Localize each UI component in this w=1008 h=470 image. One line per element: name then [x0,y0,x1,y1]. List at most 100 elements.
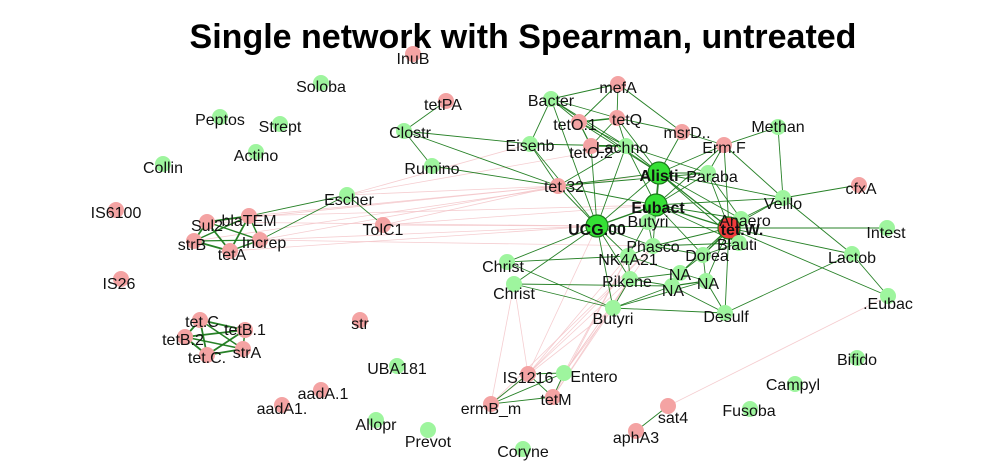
node-label-ermBm: ermB_m [461,401,521,418]
node-tetW [717,216,741,240]
node-label-Alisti: Alisti [639,168,678,185]
node-label-Escher: Escher [324,192,374,209]
node-label-Veillo: Veillo [764,196,802,213]
node-label-Lachno: Lachno [596,140,649,157]
edge-sat4-Eubac2 [667,295,889,407]
edge-IS1216-NK4A21 [527,255,629,375]
node-label-IS1216: IS1216 [503,370,554,387]
node-NA3 [664,278,680,294]
edge-NA3-Desulf [671,285,726,314]
edge-Escher-blaTEM [248,194,348,217]
node-NK4A21 [620,248,636,264]
node-Christ2 [506,276,522,292]
node-ErmF [716,137,732,153]
edge-ermBm-Christ2 [490,283,515,405]
node-Eubact [644,193,668,217]
node-label-UCG00: UCG.00 [568,222,626,239]
edge-tetW-Phasco [652,227,730,247]
node-strA [235,341,251,357]
edge-TolC1-UCG00 [382,224,598,227]
node-label-Rumino: Rumino [404,161,459,178]
edge-Increp-tet32 [259,185,559,241]
edge-Alisti-ErmF [658,144,725,174]
edge-UCG00-Butyri2 [596,225,614,309]
node-Collin [155,156,171,172]
node-label-IS26: IS26 [103,276,136,293]
node-Bacter [543,91,559,107]
node-Fusoba [742,401,758,417]
node-label-sat4: sat4 [658,410,688,427]
edge-Veillo-Methan [777,126,784,199]
edge-Butyri2-Desulf [612,307,726,314]
node-label-Soloba: Soloba [296,79,346,96]
node-IS1216 [520,366,536,382]
node-label-Christ1: Christ [482,259,524,276]
node-Butyri1 [640,214,656,230]
edge-Phasco-Dorea [652,245,704,256]
node-label-blaTEM: blaTEM [221,213,276,230]
edge-Sul2-Increp [206,221,261,241]
node-strB [186,233,202,249]
node-label-Entero: Entero [570,369,617,386]
node-Clostr [396,123,412,139]
edge-tetB1-tetB2 [184,329,246,338]
node-Rumino [424,158,440,174]
edge-msrD-tetQ [616,117,683,133]
node-UBA181 [389,358,405,374]
node-label-tetA: tetA [218,247,247,264]
node-label-Eubac2: .Eubac [863,296,913,313]
node-tetC2 [199,347,215,363]
edge-UCG00-Christ1 [506,225,598,263]
node-tetO2 [583,138,599,154]
node-Sul2 [199,214,215,230]
node-Actino [248,144,264,160]
node-Phasco [645,238,661,254]
node-tetC1 [192,312,208,328]
node-Coryne [515,441,531,457]
edge-Paraba-Anaero [707,172,742,220]
node-label-NA1: NA [669,267,692,284]
edge-Entero-ermBm [490,372,565,405]
node-Lactob [844,246,860,262]
node-label-Desulf: Desulf [703,309,749,326]
edge-tet32-Paraba [557,172,709,187]
edge-Clostr-tet32 [403,130,559,187]
edge-Bacter-Lachno [550,98,627,147]
node-UCG00 [585,214,609,238]
node-tetPA [438,93,454,109]
edge-tetW-Desulf [724,227,730,314]
node-IS26 [113,271,129,287]
edge-tetO1-mefA [578,83,619,123]
node-Methan [770,119,786,135]
node-Strept [272,116,288,132]
node-label-Rikene: Rikene [602,274,652,291]
node-label-Prevot: Prevot [405,434,452,451]
node-label-Eisenb: Eisenb [506,138,555,155]
edge-Increp-UCG00 [259,225,598,241]
edge-tetW-Lactob [728,227,853,255]
node-InuB [405,46,421,62]
node-label-tetB1: tetB.1 [224,322,266,339]
edge-TolC1-Eubact [382,204,657,226]
edge-Veillo-Lactob [782,197,853,255]
node-Soloba [313,75,329,91]
node-ermBm [483,396,499,412]
node-layer [108,46,896,457]
edge-UCG00-Bacter [550,98,598,227]
node-label-tet32: tet.32 [544,179,584,196]
edge-Alisti-tet32 [557,172,660,187]
edge-Alisti-Bacter [550,98,660,174]
node-label-Anaero: Anaero [719,213,771,230]
node-label-Butyri1: Butyri [628,214,669,231]
edge-blaTEM-tet32 [248,185,559,217]
node-label-Eubact: Eubact [631,200,685,217]
node-Eubac2 [880,288,896,304]
node-label-InuB: InuB [397,51,430,68]
edge-tetQ-Bacter [550,98,618,119]
node-label-Blauti: Blauti [717,237,757,254]
node-label-ErmF: Erm.F [702,140,746,157]
edge-UCG00-tetW [596,225,730,229]
edge-Escher-tet32 [346,185,559,196]
node-tetB2 [177,329,193,345]
edge-Bacter-mefA [550,83,619,100]
